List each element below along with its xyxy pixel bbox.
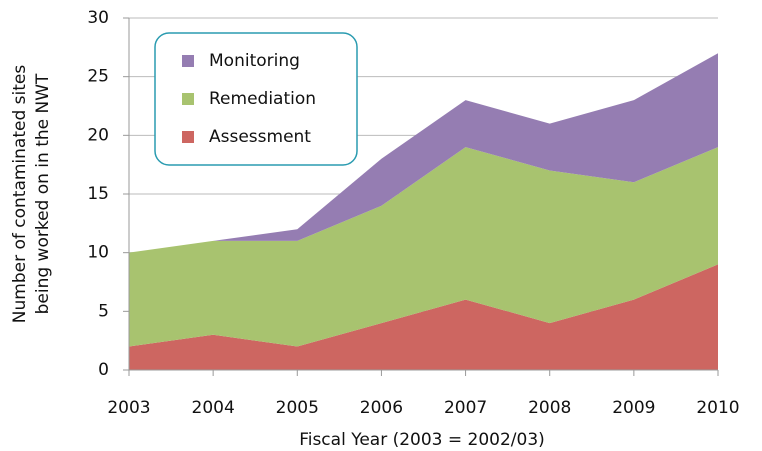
y-tick-label: 5 — [98, 301, 109, 321]
legend-box — [154, 32, 358, 166]
y-tick-label: 0 — [98, 360, 109, 380]
y-tick-label: 15 — [87, 184, 109, 204]
y-tick-label: 30 — [87, 8, 109, 28]
x-tick-label: 2003 — [107, 398, 150, 418]
legend-swatch — [182, 93, 194, 105]
x-tick-label: 2004 — [192, 398, 235, 418]
x-tick-label: 2008 — [528, 398, 571, 418]
y-axis-label: Number of contaminated sites — [10, 65, 30, 324]
y-tick-label: 20 — [87, 125, 109, 145]
x-tick-label: 2007 — [444, 398, 487, 418]
y-tick-label: 25 — [87, 67, 109, 87]
areas — [129, 53, 718, 370]
x-tick-label: 2009 — [612, 398, 655, 418]
x-axis-label: Fiscal Year (2003 = 2002/03) — [299, 430, 545, 450]
x-tick-label: 2005 — [276, 398, 319, 418]
y-tick-label: 10 — [87, 243, 109, 263]
legend-label: Remediation — [209, 89, 316, 109]
legend-label: Assessment — [209, 127, 311, 147]
area — [129, 53, 718, 253]
legend-label: Monitoring — [209, 51, 300, 71]
x-tick-label: 2010 — [696, 398, 739, 418]
legend-swatch — [182, 55, 194, 67]
y-axis-label: being worked on in the NWT — [33, 73, 53, 314]
x-tick-label: 2006 — [360, 398, 403, 418]
legend-swatch — [182, 131, 194, 143]
area — [129, 264, 718, 370]
area — [129, 147, 718, 347]
